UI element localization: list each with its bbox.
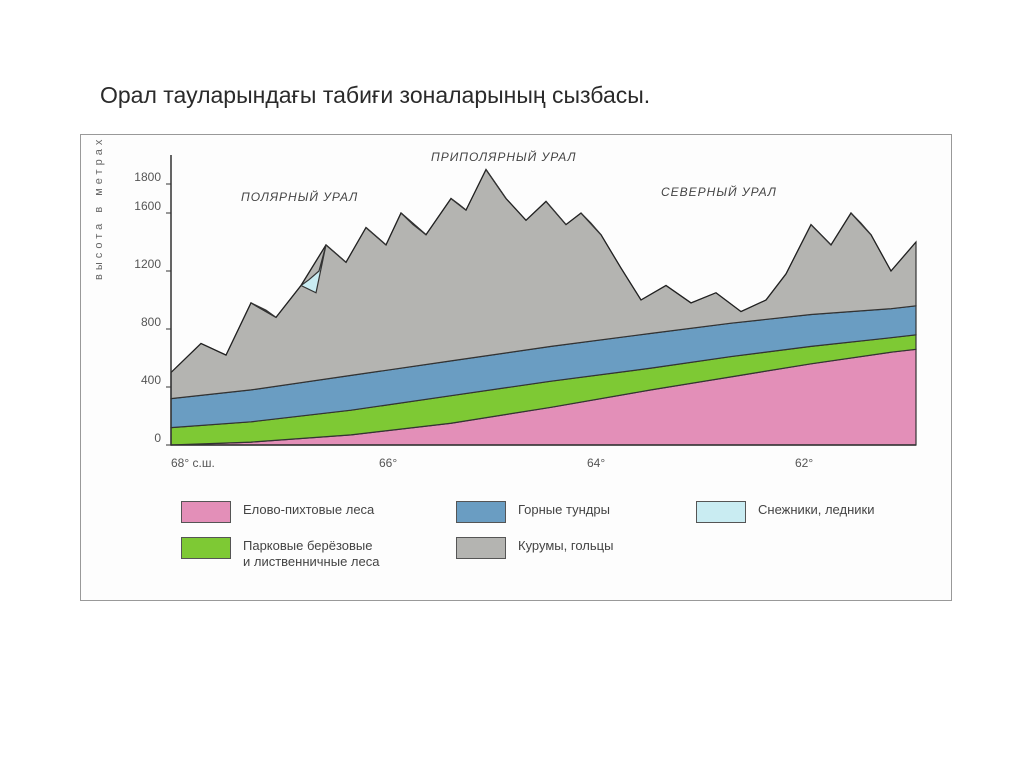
legend-item: Курумы, гольцы <box>456 537 686 571</box>
y-tick: 1200 <box>125 257 161 271</box>
legend-swatch <box>181 537 231 559</box>
legend-label: Парковые берёзовыеи лиственничные леса <box>243 537 379 571</box>
legend-swatch <box>456 537 506 559</box>
y-tick: 1600 <box>125 199 161 213</box>
legend-swatch <box>181 501 231 523</box>
page: Орал тауларындағы табиғи зоналарының сыз… <box>0 0 1024 767</box>
legend-swatch <box>456 501 506 523</box>
y-tick: 0 <box>125 431 161 445</box>
x-tick: 66° <box>379 456 397 470</box>
x-tick: 68° с.ш. <box>171 456 215 470</box>
legend: Елово-пихтовые леса Горные тундры Снежни… <box>181 501 891 571</box>
diagram-container: высота в метрах 0 400 800 1200 1600 1800… <box>80 134 952 601</box>
y-tick: 1800 <box>125 170 161 184</box>
legend-label: Снежники, ледники <box>758 501 874 518</box>
legend-swatch <box>696 501 746 523</box>
legend-item: Горные тундры <box>456 501 686 523</box>
x-tick: 64° <box>587 456 605 470</box>
page-title: Орал тауларындағы табиғи зоналарының сыз… <box>100 82 650 109</box>
y-tick: 800 <box>125 315 161 329</box>
y-axis-label: высота в метрах <box>93 136 105 280</box>
chart-area <box>171 155 916 445</box>
legend-label: Курумы, гольцы <box>518 537 613 554</box>
legend-item: Елово-пихтовые леса <box>181 501 446 523</box>
legend-label: Елово-пихтовые леса <box>243 501 374 518</box>
legend-item: Снежники, ледники <box>696 501 926 523</box>
legend-item: Парковые берёзовыеи лиственничные леса <box>181 537 446 571</box>
legend-label: Горные тундры <box>518 501 610 518</box>
x-tick: 62° <box>795 456 813 470</box>
profile-chart <box>171 155 916 445</box>
y-tick: 400 <box>125 373 161 387</box>
